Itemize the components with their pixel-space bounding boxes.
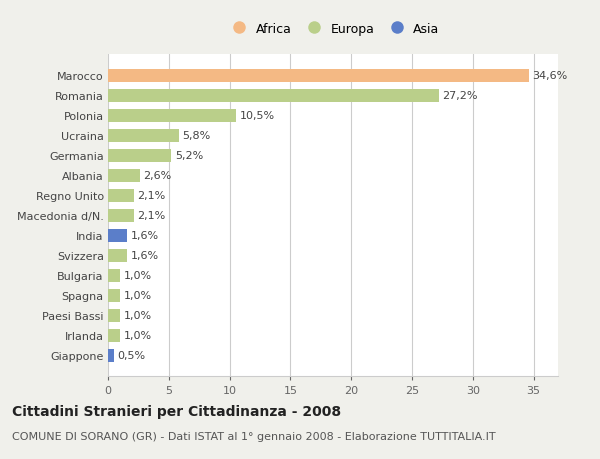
Text: 2,1%: 2,1% — [137, 211, 166, 221]
Bar — [108, 70, 529, 83]
Bar — [108, 269, 120, 282]
Text: 1,0%: 1,0% — [124, 310, 152, 320]
Text: 1,0%: 1,0% — [124, 291, 152, 301]
Text: 1,6%: 1,6% — [131, 251, 159, 261]
Text: 5,2%: 5,2% — [175, 151, 203, 161]
Text: 2,1%: 2,1% — [137, 191, 166, 201]
Text: 0,5%: 0,5% — [118, 350, 146, 360]
Bar — [108, 349, 114, 362]
Text: 2,6%: 2,6% — [143, 171, 172, 181]
Text: 1,0%: 1,0% — [124, 330, 152, 340]
Text: 27,2%: 27,2% — [442, 91, 478, 101]
Text: 10,5%: 10,5% — [239, 111, 274, 121]
Text: Cittadini Stranieri per Cittadinanza - 2008: Cittadini Stranieri per Cittadinanza - 2… — [12, 404, 341, 418]
Text: 1,6%: 1,6% — [131, 231, 159, 241]
Text: 34,6%: 34,6% — [532, 71, 568, 81]
Bar — [108, 329, 120, 342]
Bar — [108, 90, 439, 102]
Bar — [108, 229, 127, 242]
Legend: Africa, Europa, Asia: Africa, Europa, Asia — [227, 23, 439, 36]
Text: 5,8%: 5,8% — [182, 131, 211, 141]
Bar — [108, 249, 127, 262]
Bar — [108, 289, 120, 302]
Bar — [108, 150, 171, 162]
Bar — [108, 129, 179, 142]
Bar — [108, 110, 236, 123]
Bar — [108, 309, 120, 322]
Bar — [108, 189, 134, 202]
Bar — [108, 209, 134, 222]
Text: COMUNE DI SORANO (GR) - Dati ISTAT al 1° gennaio 2008 - Elaborazione TUTTITALIA.: COMUNE DI SORANO (GR) - Dati ISTAT al 1°… — [12, 431, 496, 442]
Bar — [108, 169, 140, 182]
Text: 1,0%: 1,0% — [124, 270, 152, 280]
